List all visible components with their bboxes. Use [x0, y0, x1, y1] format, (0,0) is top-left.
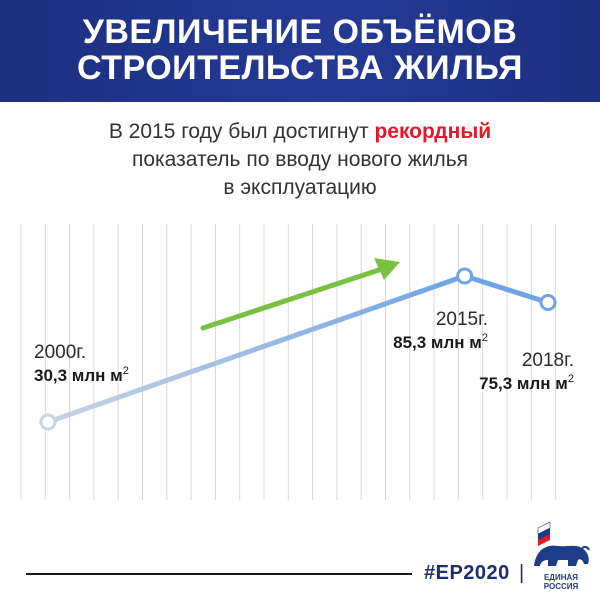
series-line-segment [45, 273, 468, 425]
footer-divider [26, 573, 412, 575]
logo-text-line-2: РОССИЯ [543, 582, 579, 591]
data-label-year: 2018г. [522, 350, 574, 371]
trend-arrow-shaft [200, 265, 388, 331]
data-label-year: 2000г. [34, 342, 86, 363]
subtitle-text: В 2015 году был достигнут [108, 120, 375, 143]
data-point [456, 267, 474, 285]
data-point [39, 413, 57, 431]
footer-separator: | [519, 562, 525, 584]
subtitle-line-3: в эксплуатацию [223, 176, 377, 199]
data-label-value: 30,3 млн м2 [34, 365, 129, 385]
subtitle: В 2015 году был достигнут рекордный пока… [60, 118, 540, 202]
data-label-superscript: 2 [568, 373, 574, 385]
data-point [539, 294, 557, 312]
data-label-superscript: 2 [482, 332, 488, 344]
hashtag: #ЕР2020 [424, 562, 510, 584]
data-label-superscript: 2 [123, 365, 129, 377]
party-logo: ЕДИНАЯ РОССИЯ [528, 520, 594, 596]
title-line-2: СТРОИТЕЛЬСТВА ЖИЛЬЯ [77, 49, 523, 87]
title-line-1: УВЕЛИЧЕНИЕ ОБЪЁМОВ [82, 13, 518, 51]
logo-text-line-1: ЕДИНАЯ [543, 573, 579, 582]
data-label-year: 2015г. [436, 309, 488, 330]
data-label-value: 75,3 млн м2 [479, 373, 574, 393]
page-title: УВЕЛИЧЕНИЕ ОБЪЁМОВ СТРОИТЕЛЬСТВА ЖИЛЬЯ [0, 14, 600, 86]
header-banner: УВЕЛИЧЕНИЕ ОБЪЁМОВ СТРОИТЕЛЬСТВА ЖИЛЬЯ [0, 0, 600, 102]
subtitle-accent: рекордный [374, 120, 492, 143]
data-label-value: 85,3 млн м2 [393, 332, 488, 352]
trend-arrow-head [374, 258, 400, 280]
housing-line-chart: 2000г.30,3 млн м2 2015г.85,3 млн м2 2018г.… [20, 224, 574, 500]
subtitle-line-2: показатель по вводу нового жилья [131, 148, 469, 171]
bear-flag-icon [534, 521, 590, 566]
series-line-segment [462, 273, 551, 306]
